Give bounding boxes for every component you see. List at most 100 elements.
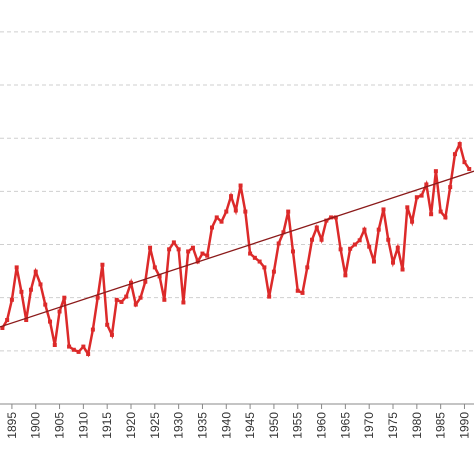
data-point (148, 245, 153, 250)
data-point (305, 265, 310, 270)
data-point (433, 169, 438, 174)
x-tick-label: 1900 (29, 412, 43, 439)
data-point (205, 253, 210, 258)
data-point (348, 246, 353, 251)
data-point (162, 297, 167, 302)
data-point (109, 332, 114, 337)
data-point (395, 245, 400, 250)
data-point (329, 215, 334, 220)
data-point (171, 240, 176, 245)
data-point (14, 265, 19, 270)
x-tick-label: 1965 (338, 412, 352, 439)
data-point (405, 205, 410, 210)
x-tick-label: 1935 (195, 412, 209, 439)
trend-line (0, 170, 474, 328)
data-point (119, 299, 124, 304)
data-point (352, 242, 357, 247)
x-tick-label: 1975 (386, 412, 400, 439)
data-point (419, 193, 424, 198)
data-point (181, 300, 186, 305)
data-point (124, 294, 129, 299)
data-point (219, 219, 224, 224)
data-point (133, 302, 138, 307)
data-point (114, 297, 119, 302)
data-point (338, 247, 343, 252)
data-point (214, 215, 219, 220)
data-point (324, 218, 329, 223)
data-point (200, 251, 205, 256)
data-point (310, 237, 315, 242)
x-tick-label: 1960 (315, 412, 329, 439)
data-point (276, 241, 281, 246)
data-point (81, 344, 86, 349)
data-point (176, 247, 181, 252)
x-tick-label: 1970 (362, 412, 376, 439)
data-point (300, 290, 305, 295)
data-point (71, 347, 76, 352)
data-point (90, 327, 95, 332)
data-point (467, 167, 472, 172)
data-point (33, 269, 38, 274)
data-point (448, 185, 453, 190)
x-tick-label: 1985 (434, 412, 448, 439)
x-tick-label: 1895 (5, 412, 19, 439)
x-tick-label: 1915 (100, 412, 114, 439)
x-tick-label: 1925 (148, 412, 162, 439)
data-point (314, 225, 319, 230)
data-point (95, 295, 100, 300)
data-point (129, 280, 134, 285)
data-point (333, 215, 338, 220)
data-point (295, 288, 300, 293)
x-tick-label: 1920 (124, 412, 138, 439)
data-point (462, 160, 467, 165)
data-point (43, 302, 48, 307)
data-point (286, 209, 291, 214)
data-point (143, 279, 148, 284)
data-point (257, 259, 262, 264)
data-point (152, 265, 157, 270)
data-point (381, 207, 386, 212)
data-point (5, 318, 10, 323)
data-point (424, 182, 429, 187)
data-point (362, 227, 367, 232)
data-point (452, 152, 457, 157)
data-point (100, 262, 105, 267)
data-point (386, 237, 391, 242)
data-point (0, 325, 5, 330)
data-point (271, 269, 276, 274)
data-point (410, 219, 415, 224)
data-point (233, 208, 238, 213)
x-tick-label: 1980 (410, 412, 424, 439)
data-point (52, 342, 57, 347)
x-tick-label: 1955 (291, 412, 305, 439)
data-point (48, 319, 53, 324)
data-point (24, 318, 29, 323)
data-point (138, 295, 143, 300)
data-point (443, 215, 448, 220)
data-point (19, 289, 24, 294)
x-tick-label: 1990 (457, 412, 471, 439)
data-point (62, 295, 67, 300)
data-point (438, 209, 443, 214)
data-point (457, 142, 462, 147)
data-point (357, 238, 362, 243)
data-point (9, 297, 14, 302)
data-point (343, 273, 348, 278)
data-point (86, 352, 91, 357)
data-point (238, 183, 243, 188)
data-point (262, 265, 267, 270)
data-point (186, 249, 191, 254)
data-point (414, 195, 419, 200)
data-point (229, 194, 234, 199)
data-point (105, 322, 110, 327)
data-point (67, 344, 72, 349)
data-point (167, 247, 172, 252)
data-point (281, 230, 286, 235)
data-point (248, 251, 253, 256)
data-point (391, 260, 396, 265)
data-point (57, 309, 62, 314)
data-point (319, 237, 324, 242)
data-point (267, 294, 272, 299)
data-point (190, 245, 195, 250)
